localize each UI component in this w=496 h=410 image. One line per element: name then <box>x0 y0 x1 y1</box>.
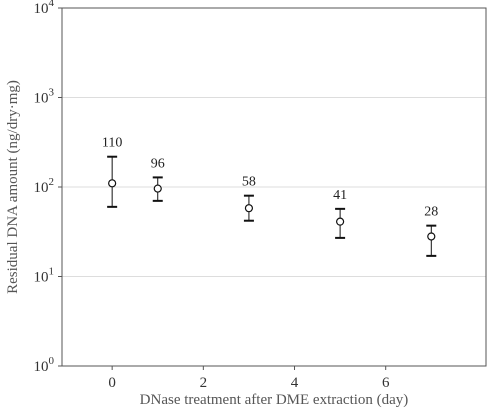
x-tick-label: 2 <box>200 375 208 391</box>
data-label: 96 <box>151 156 165 171</box>
y-tick-label: 104 <box>34 0 55 17</box>
data-label: 58 <box>242 175 256 190</box>
x-tick-label: 0 <box>108 375 116 391</box>
y-tick-label: 101 <box>34 266 55 286</box>
y-axis-label: Residual DNA amount (ng/dry·mg) <box>5 80 21 294</box>
data-label: 41 <box>333 188 347 203</box>
data-point <box>427 232 436 241</box>
y-tick-label: 102 <box>34 176 55 196</box>
x-axis-label: DNase treatment after DME extraction (da… <box>140 392 409 408</box>
data-label: 28 <box>424 205 438 220</box>
data-point <box>108 179 117 188</box>
y-tick-label: 103 <box>34 87 55 107</box>
data-point <box>153 184 162 193</box>
data-points: 110 96 58 41 28 <box>102 136 438 257</box>
y-axis: 100 101 102 103 104 <box>34 0 62 375</box>
x-axis: 0 2 4 6 <box>108 366 390 391</box>
x-tick-label: 4 <box>291 375 299 391</box>
data-point <box>244 204 254 213</box>
grid-lines <box>62 97 486 277</box>
y-tick-label: 100 <box>34 355 55 375</box>
data-label: 110 <box>102 136 122 151</box>
x-tick-label: 6 <box>382 375 390 391</box>
data-point <box>336 217 345 226</box>
